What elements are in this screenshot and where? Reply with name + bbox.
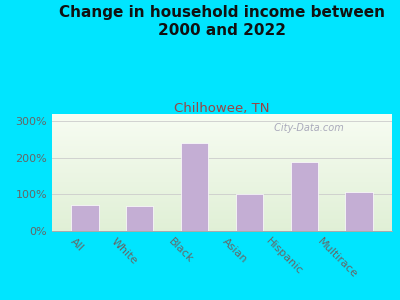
Bar <box>290 162 318 231</box>
Text: City-Data.com: City-Data.com <box>271 123 343 133</box>
Bar <box>345 192 373 231</box>
Bar <box>181 142 208 231</box>
Text: Chilhowee, TN: Chilhowee, TN <box>174 102 270 115</box>
Text: Change in household income between
2000 and 2022: Change in household income between 2000 … <box>59 4 385 38</box>
Bar <box>126 206 154 231</box>
Bar <box>236 194 263 231</box>
Bar <box>71 206 99 231</box>
